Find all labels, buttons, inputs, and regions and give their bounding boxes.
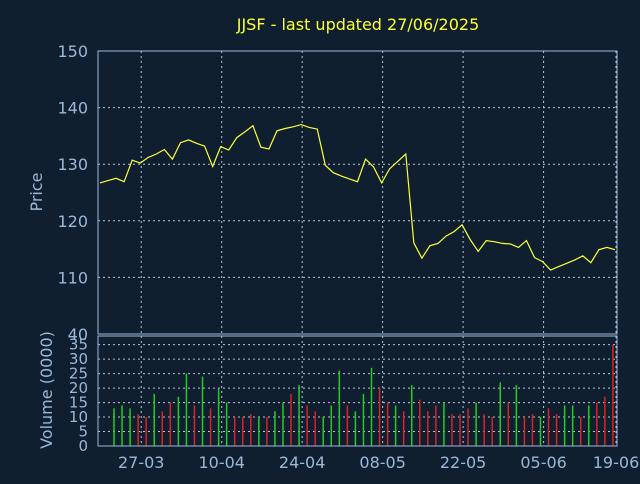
price-tick-label: 110 xyxy=(57,268,88,287)
price-tick-label: 140 xyxy=(57,99,88,118)
price-axis-ticks: 150 140 130 120 110 40 xyxy=(57,42,88,344)
volume-tick-label: 0 xyxy=(78,437,88,455)
volume-tick-label: 5 xyxy=(78,423,88,441)
price-tick-label: 40 xyxy=(68,325,88,344)
volume-axis-label: Volume (0000) xyxy=(37,331,56,449)
price-axis-label: Price xyxy=(27,172,46,211)
volume-grid xyxy=(98,336,617,446)
date-tick-label: 19-06 xyxy=(593,453,640,472)
volume-tick-label: 20 xyxy=(69,379,88,397)
chart-frames xyxy=(97,50,618,447)
volume-frame xyxy=(97,335,618,447)
volume-tick-label: 35 xyxy=(69,336,88,354)
volume-tick-label: 10 xyxy=(69,408,88,426)
date-tick-label: 22-05 xyxy=(440,453,487,472)
date-tick-label: 10-04 xyxy=(198,453,245,472)
date-axis-ticks: 27-03 10-04 24-04 08-05 22-05 05-06 19-06 xyxy=(118,453,639,472)
date-tick-label: 24-04 xyxy=(279,453,326,472)
date-tick-label: 08-05 xyxy=(359,453,406,472)
price-tick-label: 150 xyxy=(57,42,88,61)
volume-tick-label: 30 xyxy=(69,350,88,368)
volume-tick-label: 15 xyxy=(69,394,88,412)
price-frame xyxy=(97,50,618,335)
price-line-series xyxy=(99,123,616,271)
volume-bars xyxy=(113,344,614,446)
price-tick-label: 120 xyxy=(57,212,88,231)
price-tick-label: 130 xyxy=(57,155,88,174)
date-tick-label: 05-06 xyxy=(520,453,567,472)
date-tick-label: 27-03 xyxy=(118,453,165,472)
volume-tick-label: 25 xyxy=(69,365,88,383)
chart-title: JJSF - last updated 27/06/2025 xyxy=(236,15,480,34)
